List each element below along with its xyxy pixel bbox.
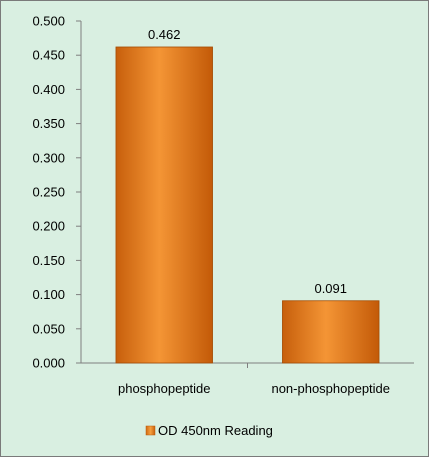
- y-tick-label: 0.300: [32, 150, 65, 165]
- y-tick-label: 0.200: [32, 219, 65, 234]
- y-tick-label: 0.000: [32, 356, 65, 371]
- legend-label: OD 450nm Reading: [158, 423, 273, 438]
- y-tick-label: 0.100: [32, 287, 65, 302]
- x-category-label: phosphopeptide: [118, 381, 211, 396]
- y-tick-label: 0.500: [32, 14, 65, 29]
- y-tick-label: 0.150: [32, 253, 65, 268]
- y-axis-ticks: 0.000 0.050 0.100 0.150 0.200 0.250 0.300 0.350…: [32, 14, 248, 371]
- y-tick-label: 0.250: [32, 185, 65, 200]
- bar: [282, 300, 380, 364]
- bars: 0.462 0.091: [115, 27, 380, 364]
- x-axis-categories: phosphopeptide non-phosphopeptide: [118, 381, 390, 396]
- legend: OD 450nm Reading: [145, 423, 273, 438]
- bar: [115, 46, 213, 364]
- data-label: 0.462: [148, 27, 181, 42]
- x-category-label: non-phosphopeptide: [271, 381, 390, 396]
- y-tick-label: 0.050: [32, 321, 65, 336]
- y-tick-label: 0.350: [32, 116, 65, 131]
- legend-swatch: [145, 425, 156, 436]
- data-label: 0.091: [314, 281, 347, 296]
- y-tick-label: 0.400: [32, 82, 65, 97]
- y-tick-label: 0.450: [32, 48, 65, 63]
